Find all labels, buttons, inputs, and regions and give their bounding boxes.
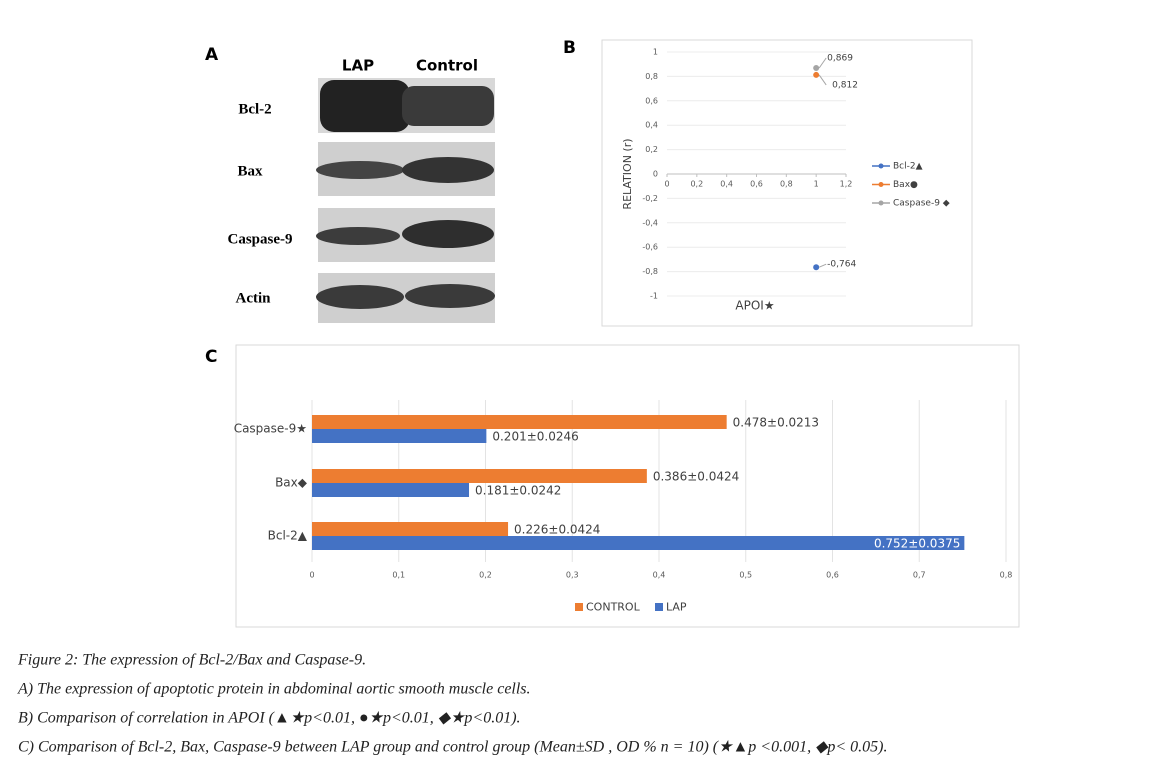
- point: [813, 71, 820, 78]
- column-label: LAP: [342, 57, 374, 75]
- x-tick-label: 0,4: [720, 180, 733, 189]
- bar: [312, 522, 509, 536]
- leader-line: [818, 74, 827, 86]
- bar: [312, 469, 647, 483]
- x-tick-label: 0,2: [479, 571, 492, 580]
- x-tick-label: 0,6: [750, 180, 763, 189]
- legend-label: LAP: [666, 601, 687, 614]
- x-tick-label: 0,6: [826, 571, 839, 580]
- data-label: 0.201±0.0246: [492, 430, 578, 444]
- point: [813, 264, 820, 271]
- data-label: 0.181±0.0242: [475, 484, 561, 498]
- caption-line: C) Comparison of Bcl-2, Bax, Caspase-9 b…: [18, 739, 888, 756]
- point: [813, 64, 820, 71]
- blot: [316, 78, 495, 323]
- legend-label: Caspase-9 ◆: [893, 199, 950, 209]
- row-label: Bax: [237, 163, 263, 179]
- x-tick-label: 0,8: [780, 180, 793, 189]
- chart-frame: [601, 39, 973, 327]
- x-tick-label: 0: [309, 571, 314, 580]
- caption-line: B) Comparison of correlation in APOI (▲★…: [18, 710, 521, 727]
- y-tick-label: -0,6: [642, 243, 658, 252]
- y-axis-title: RELATION (r): [621, 138, 634, 209]
- y-tick-label: 0,6: [645, 96, 658, 105]
- legend-swatch: [575, 603, 583, 611]
- y-tick-label: 0,4: [645, 121, 658, 130]
- caption-line: A) The expression of apoptotic protein i…: [17, 681, 531, 698]
- y-tick-label: -0,4: [642, 218, 658, 227]
- bar: [312, 536, 965, 550]
- x-tick-label: 1,2: [840, 180, 853, 189]
- caption-title: Figure 2: The expression of Bcl-2/Bax an…: [17, 652, 366, 669]
- data-label: 0.478±0.0213: [733, 416, 819, 430]
- x-tick-label: 0,5: [739, 571, 752, 580]
- panel-label: A: [205, 45, 219, 65]
- chart-frame: [235, 344, 1020, 628]
- data-label: 0,869: [827, 53, 853, 63]
- leader-line: [818, 57, 827, 69]
- x-tick-label: 0: [664, 180, 669, 189]
- bar: [312, 429, 487, 443]
- bar: [312, 483, 470, 497]
- row-label: Bcl-2: [238, 101, 271, 117]
- x-tick-label: 1: [814, 180, 819, 189]
- leader-line: [818, 263, 827, 268]
- legend-label: Bcl-2▲: [893, 162, 923, 172]
- y-tick-label: -0,2: [642, 194, 658, 203]
- legend-label: Bax●: [893, 180, 918, 190]
- y-tick-label: 0,8: [645, 72, 658, 81]
- y-tick-label: Bax◆: [275, 476, 308, 490]
- legend-swatch: [655, 603, 663, 611]
- data-label: 0,812: [832, 80, 858, 90]
- x-tick-label: 0,4: [653, 571, 666, 580]
- x-tick-label: 0,8: [1000, 571, 1013, 580]
- row-label: Caspase-9: [227, 231, 292, 247]
- legend-marker: [878, 200, 884, 206]
- y-tick-label: Caspase-9★: [234, 422, 307, 436]
- bar: [312, 415, 727, 429]
- column-label: Control: [416, 57, 478, 75]
- data-label: -0,764: [827, 260, 856, 270]
- legend-marker: [878, 182, 884, 187]
- y-tick-label: -1: [650, 292, 658, 301]
- y-tick-label: Bcl-2▲: [268, 529, 308, 543]
- legend-marker: [878, 163, 884, 169]
- data-label: 0.386±0.0424: [653, 470, 739, 484]
- panel-label: B: [563, 38, 576, 58]
- data-label: 0.226±0.0424: [514, 523, 600, 537]
- x-tick-label: 0,2: [690, 180, 703, 189]
- legend-label: CONTROL: [586, 601, 641, 614]
- x-tick-label: 0,3: [566, 571, 579, 580]
- row-label: Actin: [236, 290, 272, 306]
- x-tick-label: 0,7: [913, 571, 926, 580]
- y-tick-label: 1: [653, 48, 658, 57]
- x-axis-title: APOI★: [735, 299, 774, 313]
- y-tick-label: 0,2: [645, 145, 658, 154]
- x-tick-label: 0,1: [392, 571, 405, 580]
- y-tick-label: 0: [653, 170, 658, 179]
- data-label: 0.752±0.0375: [874, 537, 960, 551]
- y-tick-label: -0,8: [642, 267, 658, 276]
- panel-label: C: [205, 347, 217, 367]
